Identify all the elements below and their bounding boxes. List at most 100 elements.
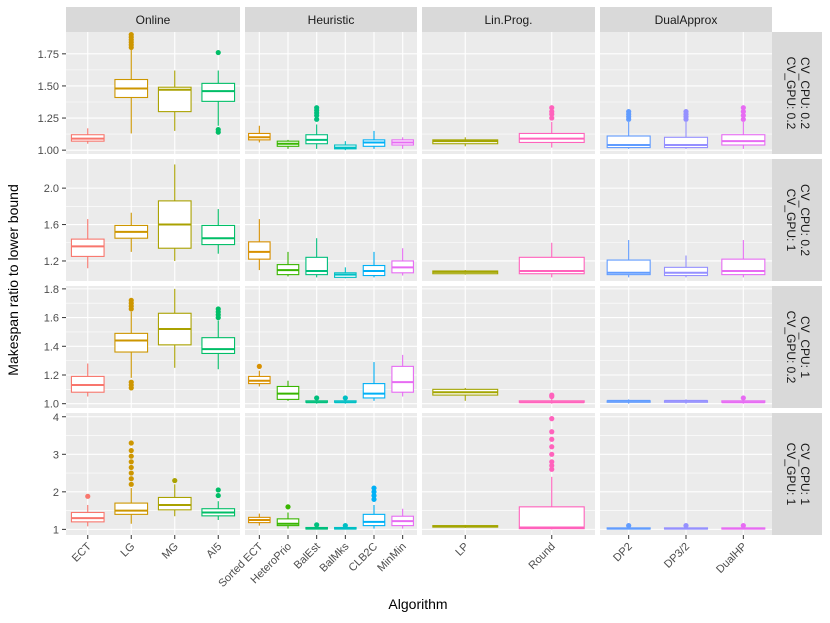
column-strip-label: Lin.Prog. bbox=[484, 13, 532, 27]
box-body bbox=[606, 259, 651, 276]
panel bbox=[245, 159, 417, 281]
y-tick-label: 4 bbox=[53, 412, 59, 424]
y-tick-label: 1 bbox=[53, 524, 59, 536]
outlier-point bbox=[549, 436, 555, 442]
panel bbox=[245, 286, 417, 408]
y-tick-label: 1.75 bbox=[38, 49, 59, 61]
outlier-point bbox=[128, 476, 134, 482]
x-tick-label: LP bbox=[453, 541, 471, 559]
box-sorted-ect bbox=[248, 219, 271, 271]
x-tick-label: MG bbox=[160, 541, 181, 562]
column-strip-label: DualApprox bbox=[655, 13, 718, 27]
y-tick-label: 1.6 bbox=[44, 313, 59, 325]
x-tick-label: CLB2C bbox=[347, 541, 381, 575]
x-tick-label: LG bbox=[119, 541, 138, 560]
box-body bbox=[721, 258, 766, 276]
outlier-point bbox=[128, 470, 134, 476]
outlier-point bbox=[128, 459, 134, 465]
box-body bbox=[157, 86, 192, 113]
row-strip bbox=[772, 32, 822, 154]
outlier-point bbox=[314, 522, 320, 528]
box-clb2c bbox=[362, 251, 386, 278]
outlier-point bbox=[215, 127, 221, 133]
row-strip bbox=[772, 413, 822, 535]
box-mg bbox=[157, 288, 192, 368]
panel-background bbox=[245, 286, 417, 408]
panel bbox=[66, 413, 240, 535]
box-balmks bbox=[334, 267, 357, 279]
outlier-point bbox=[549, 451, 555, 457]
row-strip bbox=[772, 159, 822, 281]
outlier-point bbox=[740, 395, 746, 401]
outlier-point bbox=[549, 109, 555, 115]
box-dp3-2 bbox=[663, 255, 709, 278]
box-heteroprio bbox=[276, 251, 300, 277]
box-ect bbox=[70, 493, 105, 527]
column-strip bbox=[66, 7, 240, 32]
panel bbox=[422, 286, 595, 408]
box-round bbox=[518, 392, 585, 404]
box-heteroprio bbox=[276, 380, 300, 401]
box-mg bbox=[157, 164, 192, 261]
column-strip-label: Online bbox=[136, 13, 171, 27]
outlier-point bbox=[128, 464, 134, 471]
x-tick-label: MinMin bbox=[375, 541, 409, 575]
x-tick-label: DP3/2 bbox=[662, 541, 692, 571]
panel-background bbox=[66, 159, 240, 281]
outlier-point bbox=[342, 395, 348, 401]
box-lg bbox=[114, 212, 149, 252]
panel bbox=[600, 286, 772, 408]
box-clb2c bbox=[362, 130, 386, 149]
panel bbox=[600, 32, 772, 154]
x-tick-label: DP2 bbox=[611, 541, 635, 565]
box-body bbox=[721, 134, 766, 146]
panel bbox=[600, 413, 772, 535]
row-strip-label: CV_CPU: 0.2CV_GPU: 0.2 bbox=[784, 57, 812, 130]
box-body bbox=[606, 135, 651, 149]
outlier-point bbox=[314, 395, 320, 401]
outlier-point bbox=[215, 306, 221, 312]
y-tick-label: 2 bbox=[53, 487, 59, 499]
x-axis-title: Algorithm bbox=[388, 596, 447, 612]
outlier-point bbox=[256, 363, 262, 369]
box-lp bbox=[432, 270, 499, 275]
x-tick-label: AI5 bbox=[204, 541, 224, 561]
panel bbox=[66, 286, 240, 408]
box-balest bbox=[305, 105, 328, 149]
row-strip-label: CV_CPU: 1CV_GPU: 1 bbox=[784, 443, 812, 506]
outlier-point bbox=[740, 109, 746, 115]
outlier-point bbox=[740, 523, 746, 529]
box-minmin bbox=[391, 248, 414, 276]
outlier-point bbox=[549, 416, 555, 422]
panel-background bbox=[245, 159, 417, 281]
y-axis-title: Makespan ratio to lower bound bbox=[5, 184, 21, 375]
outlier-point bbox=[128, 31, 134, 38]
x-tick-label: BalMks bbox=[317, 540, 351, 574]
box-body bbox=[518, 256, 585, 275]
box-minmin bbox=[391, 508, 414, 529]
box-sorted-ect bbox=[248, 363, 271, 387]
outlier-point bbox=[371, 489, 377, 495]
box-ai5 bbox=[201, 306, 236, 370]
box-body bbox=[362, 513, 386, 527]
box-ai5 bbox=[201, 487, 236, 520]
panel bbox=[422, 159, 595, 281]
box-dp2 bbox=[606, 240, 651, 278]
box-body bbox=[391, 365, 414, 393]
outlier-point bbox=[549, 429, 555, 435]
column-strip bbox=[245, 7, 417, 32]
box-ect bbox=[70, 128, 105, 144]
box-body bbox=[362, 383, 386, 399]
box-body bbox=[201, 337, 236, 355]
box-lg bbox=[114, 297, 149, 391]
box-dp2 bbox=[606, 399, 651, 404]
panel bbox=[66, 31, 240, 154]
box-body bbox=[114, 332, 149, 353]
box-round bbox=[518, 242, 585, 278]
outlier-point bbox=[215, 492, 221, 499]
box-balest bbox=[305, 522, 328, 530]
box-balest bbox=[305, 238, 328, 278]
outlier-point bbox=[128, 440, 134, 446]
box-minmin bbox=[391, 354, 414, 397]
row-strip bbox=[772, 286, 822, 408]
